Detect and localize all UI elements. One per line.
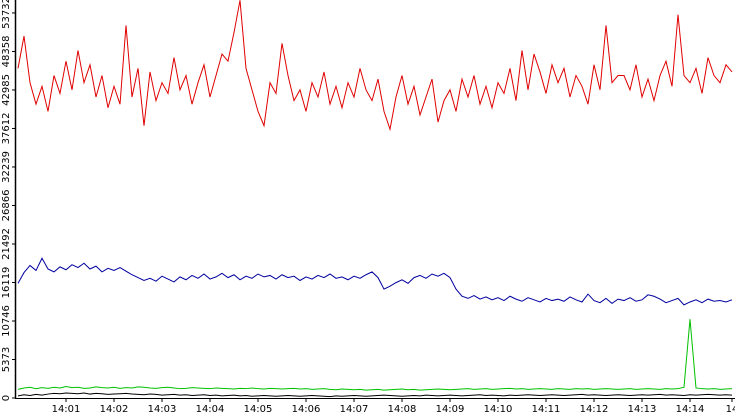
y-tick-label: 48358 <box>1 36 12 68</box>
x-tick-label: 14:11 <box>532 404 561 415</box>
x-tick-label: 14:14 <box>676 404 705 415</box>
y-tick-label: 37612 <box>1 113 12 145</box>
y-tick-label: 0 <box>1 395 12 401</box>
x-tick-label: 14:03 <box>148 404 177 415</box>
series-line <box>17 319 733 391</box>
x-tick-label: 14:05 <box>244 404 273 415</box>
series-line <box>17 257 733 306</box>
y-tick-label: 21492 <box>1 228 12 260</box>
series-line <box>17 0 733 132</box>
y-tick-label: 42985 <box>1 74 12 106</box>
x-tick-label: 14:13 <box>628 404 657 415</box>
y-tick-label: 10746 <box>1 305 12 337</box>
x-tick-label: 14:06 <box>292 404 321 415</box>
series-line <box>17 392 733 398</box>
x-tick-label: 14:04 <box>196 404 225 415</box>
x-tick-label: 14:12 <box>580 404 609 415</box>
y-tick-label: 32239 <box>1 151 12 183</box>
x-tick-label: 14:01 <box>52 404 81 415</box>
x-tick-label: 14:09 <box>436 404 465 415</box>
x-tick-label: 14:08 <box>388 404 417 415</box>
y-tick-label: 16119 <box>1 267 12 299</box>
y-tick-label: 26866 <box>1 190 12 222</box>
x-tick-label: 14:02 <box>100 404 129 415</box>
y-tick-label: 53732 <box>1 0 12 29</box>
x-tick-label: 14:07 <box>340 404 369 415</box>
x-tick-label: 14 <box>726 404 735 415</box>
x-tick-label: 14:10 <box>484 404 513 415</box>
y-tick-label: 5373 <box>1 347 12 372</box>
